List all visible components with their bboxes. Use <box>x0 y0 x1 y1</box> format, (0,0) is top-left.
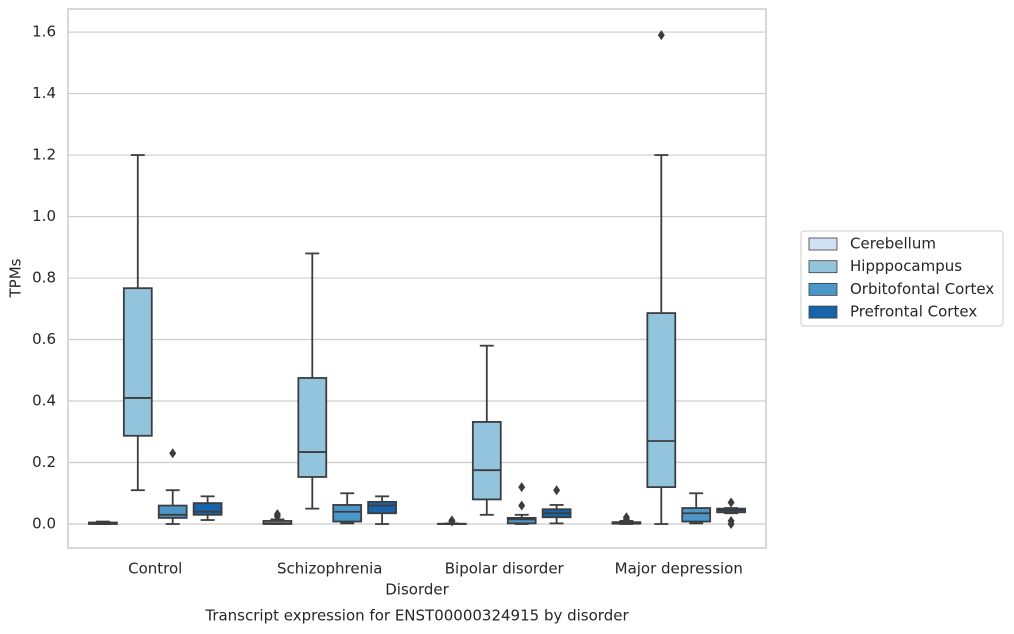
x-tick-label: Bipolar disorder <box>445 560 565 578</box>
outlier <box>518 482 526 493</box>
box <box>646 312 677 489</box>
box <box>367 500 397 515</box>
legend-swatch <box>808 305 838 319</box>
box <box>681 507 712 523</box>
outlier <box>727 519 735 530</box>
outlier <box>169 448 177 459</box>
legend-frame <box>800 230 1004 327</box>
legend-swatch <box>808 260 838 274</box>
y-tick-label: 1.4 <box>32 84 56 102</box>
y-axis-label: TPMs <box>7 258 25 298</box>
y-tick-label: 0.6 <box>32 330 56 348</box>
y-tick-label: 0.2 <box>32 453 56 471</box>
outlier <box>448 515 456 526</box>
box <box>471 421 502 501</box>
y-tick-label: 0.0 <box>32 515 56 533</box>
outlier <box>273 509 281 520</box>
legend-label: Orbitofontal Cortex <box>850 280 994 298</box>
box <box>157 504 188 519</box>
legend-swatch <box>808 237 838 251</box>
y-tick-label: 0.8 <box>32 269 56 287</box>
y-tick-label: 1.6 <box>32 23 56 41</box>
outlier <box>727 497 735 508</box>
x-axis-label: Disorder <box>385 581 449 599</box>
box <box>506 516 537 525</box>
outlier <box>553 485 561 496</box>
box <box>332 504 363 523</box>
outlier <box>657 30 665 41</box>
y-tick-label: 0.4 <box>32 392 56 410</box>
box <box>297 377 328 478</box>
x-tick-label: Schizophrenia <box>277 560 382 578</box>
legend-label: Hipppocampus <box>850 257 962 275</box>
legend-label: Prefrontal Cortex <box>850 303 977 321</box>
x-tick-label: Control <box>128 560 182 578</box>
y-tick-label: 1.2 <box>32 146 56 164</box>
legend-swatch <box>808 282 838 296</box>
box <box>192 502 223 516</box>
chart-title: Transcript expression for ENST0000032491… <box>204 607 629 625</box>
plot-frame <box>67 8 767 549</box>
outlier <box>518 500 526 511</box>
legend-label: Cerebellum <box>850 235 936 253</box>
x-tick-label: Major depression <box>615 560 743 578</box>
y-tick-label: 1.0 <box>32 207 56 225</box>
outlier <box>622 512 630 523</box>
box <box>122 287 153 437</box>
